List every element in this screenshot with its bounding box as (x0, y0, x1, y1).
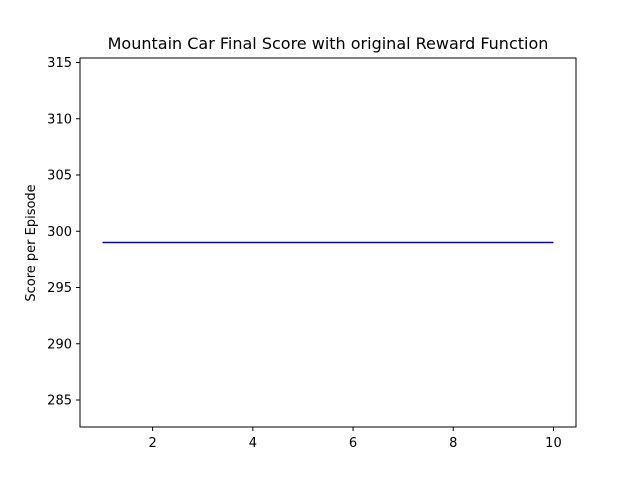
x-tick-label: 10 (545, 436, 562, 451)
chart-title: Mountain Car Final Score with original R… (108, 34, 549, 53)
y-tick-label: 315 (47, 56, 72, 71)
plot-frame (79, 57, 577, 428)
x-tick-label: 6 (349, 436, 357, 451)
y-tick-label: 300 (47, 225, 72, 240)
x-tick-label: 2 (149, 436, 157, 451)
y-tick-label: 310 (47, 112, 72, 127)
x-axis-ticks: 2 4 6 8 10 (149, 427, 562, 451)
y-tick-label: 290 (47, 337, 72, 352)
y-axis-ticks: 285 290 295 300 305 310 315 (47, 56, 80, 409)
x-tick-label: 8 (449, 436, 457, 451)
x-tick-label: 4 (249, 436, 257, 451)
y-tick-label: 295 (47, 281, 72, 296)
y-tick-label: 285 (47, 394, 72, 409)
y-axis-label: Score per Episode (24, 184, 39, 301)
y-tick-label: 305 (47, 169, 72, 184)
